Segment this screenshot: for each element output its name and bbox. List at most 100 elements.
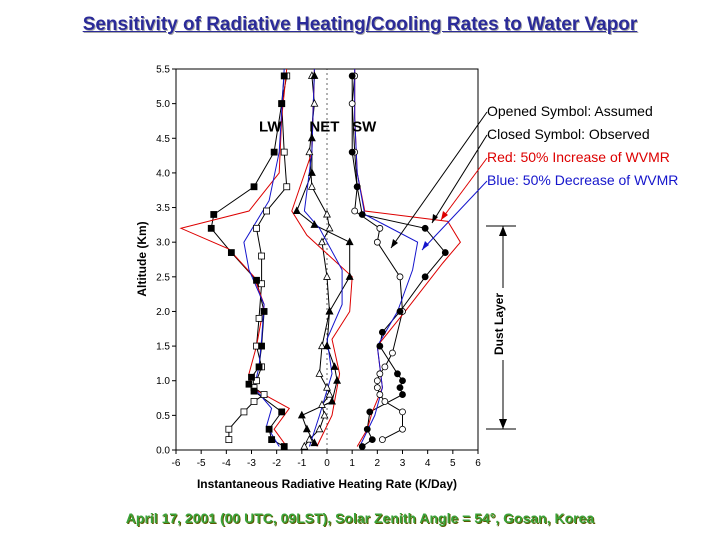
- marker-net-observed: [310, 71, 319, 79]
- marker-net-observed: [307, 133, 316, 142]
- marker-net-observed: [323, 341, 331, 350]
- marker-net-assumed: [318, 341, 326, 350]
- arrow-red-head: [441, 211, 448, 220]
- marker-sw-observed: [396, 384, 404, 392]
- marker-sw-observed: [399, 377, 406, 385]
- marker-lw-observed: [280, 443, 288, 450]
- marker-sw-observed: [396, 308, 404, 315]
- marker-lw-observed: [260, 308, 268, 315]
- marker-sw-assumed: [389, 349, 396, 357]
- legend-red: Red: 50% Increase of WVMR: [487, 149, 670, 165]
- marker-sw-assumed: [348, 100, 356, 108]
- arrow-assumed-head: [391, 239, 398, 248]
- marker-sw-observed: [363, 425, 371, 433]
- marker-lw-observed: [245, 380, 253, 388]
- arrow-observed: [431, 134, 488, 224]
- legend-blue: Blue: 50% Decrease of WVMR: [487, 172, 678, 188]
- series-line-lw-increase: [179, 68, 291, 447]
- marker-sw-assumed: [376, 370, 384, 378]
- annotation-arrows: [390, 111, 488, 251]
- marker-sw-assumed: [351, 207, 359, 215]
- y-tick-label: 3.0: [156, 238, 170, 249]
- arrow-blue-head: [422, 241, 429, 250]
- marker-sw-assumed: [399, 425, 406, 433]
- y-tick-label: 5.5: [156, 65, 170, 76]
- marker-sw-assumed: [376, 224, 384, 232]
- marker-net-observed: [333, 376, 342, 384]
- x-tick-label: 1: [349, 458, 355, 469]
- marker-sw-observed: [378, 328, 386, 336]
- marker-lw-observed: [280, 72, 288, 80]
- marker-net-observed: [310, 438, 319, 447]
- marker-lw-observed: [227, 249, 235, 256]
- x-tick-label: 6: [475, 458, 481, 469]
- marker-lw-observed: [207, 224, 215, 232]
- marker-lw-observed: [258, 342, 265, 350]
- x-tick-label: 5: [450, 458, 456, 469]
- marker-net-observed: [297, 410, 306, 419]
- x-tick-label: 2: [375, 458, 381, 469]
- marker-net-assumed: [307, 182, 316, 190]
- marker-sw-observed: [421, 273, 429, 281]
- marker-sw-assumed: [373, 384, 381, 392]
- marker-lw-observed: [255, 363, 263, 371]
- y-tick-label: 0.5: [156, 411, 170, 422]
- marker-net-assumed: [323, 272, 331, 280]
- marker-sw-observed: [368, 436, 376, 444]
- marker-sw-observed: [353, 183, 361, 191]
- marker-lw-observed: [278, 408, 286, 416]
- group-label-sw: SW: [352, 118, 377, 135]
- marker-net-assumed: [315, 369, 324, 377]
- marker-net-observed: [310, 220, 319, 228]
- x-tick-label: -2: [272, 458, 281, 469]
- dust-layer-arrow-up: [499, 226, 507, 236]
- marker-lw-assumed: [263, 207, 271, 215]
- marker-sw-assumed: [381, 363, 389, 371]
- marker-net-observed: [328, 396, 336, 405]
- arrow-red: [440, 157, 488, 221]
- axes: -6 -5 -4 -3 -2 -1 0 1 2 3 4 5 6 0.0 0.5 1.0 1.5 2.0 2.5 3.0…: [156, 65, 481, 470]
- marker-net-assumed: [318, 400, 326, 408]
- x-tick-label: -3: [247, 458, 256, 469]
- marker-lw-observed: [248, 373, 255, 381]
- marker-net-observed: [345, 272, 354, 280]
- marker-sw-observed: [399, 391, 406, 398]
- x-tick-label: -6: [172, 458, 181, 469]
- group-label-net: NET: [309, 118, 339, 135]
- marker-sw-observed: [441, 249, 449, 256]
- marker-net-observed: [330, 362, 339, 370]
- x-tick-label: 0: [324, 458, 330, 469]
- marker-sw-observed: [366, 408, 374, 416]
- marker-lw-observed: [268, 436, 276, 444]
- y-axis-label: Altitude (Km): [135, 221, 149, 296]
- x-tick-label: -4: [222, 458, 231, 469]
- marker-sw-observed: [394, 370, 401, 378]
- marker-sw-observed: [348, 72, 356, 80]
- footer-caption: April 17, 2001 (00 UTC, 09LST), Solar Ze…: [125, 510, 595, 526]
- y-tick-label: 0.0: [156, 446, 170, 457]
- marker-sw-observed: [376, 342, 384, 350]
- marker-sw-assumed: [396, 273, 404, 281]
- marker-sw-assumed: [378, 436, 386, 444]
- marker-net-observed: [292, 206, 301, 215]
- marker-lw-assumed: [253, 224, 260, 232]
- x-tick-label: 4: [425, 458, 431, 469]
- y-tick-label: 1.0: [156, 376, 170, 387]
- marker-net-assumed: [323, 209, 331, 218]
- marker-net-observed: [307, 168, 316, 176]
- marker-net-assumed: [305, 434, 314, 443]
- dust-layer-arrow-down: [499, 419, 507, 429]
- marker-net-assumed: [310, 98, 319, 107]
- marker-net-observed: [345, 237, 354, 246]
- marker-lw-assumed: [250, 398, 258, 405]
- marker-sw-observed: [358, 211, 366, 218]
- marker-net-assumed: [318, 237, 326, 246]
- marker-net-assumed: [323, 382, 331, 391]
- x-tick-label: -5: [197, 458, 206, 469]
- marker-sw-assumed: [373, 238, 381, 246]
- marker-lw-assumed: [283, 183, 291, 191]
- chart-title: Sensitivity of Radiative Heating/Cooling…: [82, 14, 638, 35]
- marker-lw-assumed: [280, 148, 288, 156]
- marker-lw-observed: [250, 387, 258, 395]
